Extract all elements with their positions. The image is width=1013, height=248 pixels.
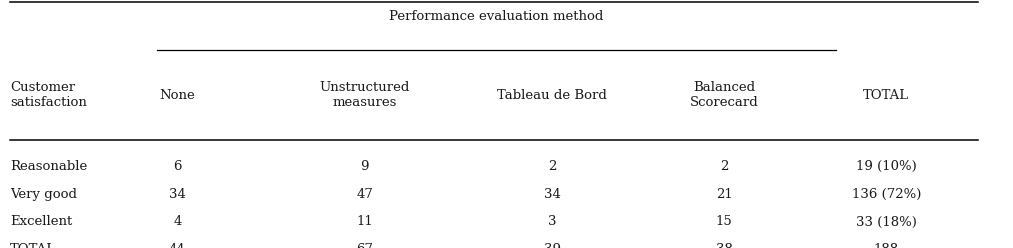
- Text: TOTAL: TOTAL: [10, 243, 57, 248]
- Text: Tableau de Bord: Tableau de Bord: [497, 89, 607, 102]
- Text: 3: 3: [548, 216, 556, 228]
- Text: 21: 21: [716, 188, 732, 201]
- Text: Reasonable: Reasonable: [10, 160, 87, 173]
- Text: Excellent: Excellent: [10, 216, 72, 228]
- Text: TOTAL: TOTAL: [863, 89, 910, 102]
- Text: 19 (10%): 19 (10%): [856, 160, 917, 173]
- Text: 33 (18%): 33 (18%): [856, 216, 917, 228]
- Text: 11: 11: [357, 216, 373, 228]
- Text: 47: 47: [357, 188, 373, 201]
- Text: 44: 44: [169, 243, 185, 248]
- Text: 38: 38: [716, 243, 732, 248]
- Text: 15: 15: [716, 216, 732, 228]
- Text: Very good: Very good: [10, 188, 77, 201]
- Text: 9: 9: [361, 160, 369, 173]
- Text: Performance evaluation method: Performance evaluation method: [389, 10, 604, 23]
- Text: 34: 34: [169, 188, 185, 201]
- Text: 2: 2: [548, 160, 556, 173]
- Text: 2: 2: [720, 160, 728, 173]
- Text: Unstructured
measures: Unstructured measures: [319, 82, 410, 109]
- Text: 34: 34: [544, 188, 560, 201]
- Text: None: None: [159, 89, 196, 102]
- Text: Customer
satisfaction: Customer satisfaction: [10, 82, 87, 109]
- Text: 4: 4: [173, 216, 181, 228]
- Text: 39: 39: [544, 243, 560, 248]
- Text: 67: 67: [357, 243, 373, 248]
- Text: Balanced
Scorecard: Balanced Scorecard: [690, 82, 759, 109]
- Text: 136 (72%): 136 (72%): [852, 188, 921, 201]
- Text: 6: 6: [173, 160, 181, 173]
- Text: 188: 188: [874, 243, 899, 248]
